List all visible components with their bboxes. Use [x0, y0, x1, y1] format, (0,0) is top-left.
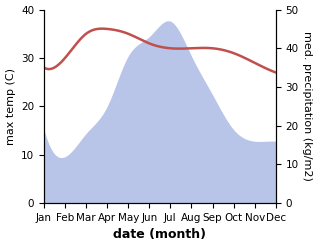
Y-axis label: max temp (C): max temp (C): [5, 68, 16, 145]
X-axis label: date (month): date (month): [113, 228, 206, 242]
Y-axis label: med. precipitation (kg/m2): med. precipitation (kg/m2): [302, 31, 313, 181]
